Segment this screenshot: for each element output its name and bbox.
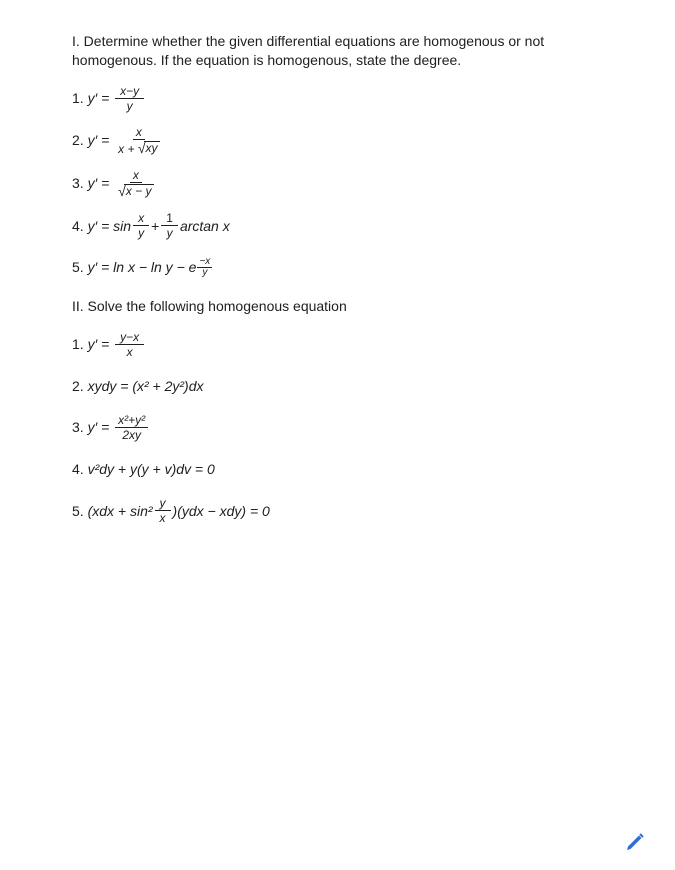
f1-num: x: [133, 212, 149, 226]
pencil-icon[interactable]: [619, 824, 653, 858]
numerator: x: [133, 126, 145, 140]
denominator: x + √xy: [115, 140, 162, 155]
mid: +: [151, 213, 159, 240]
problem-II-3: 3. y′ = x²+y² 2xy: [72, 413, 603, 441]
eq-text: v²dy + y(y + v)dv = 0: [88, 456, 215, 483]
eq-text: xydy = (x² + 2y²)dx: [88, 373, 204, 400]
suffix: arctan x: [180, 213, 230, 240]
eq-prefix: y′ = sin: [88, 213, 131, 240]
denominator: x: [122, 345, 138, 358]
exp-den: y: [200, 268, 209, 278]
eq-prefix: y′ =: [88, 414, 110, 441]
after: )(ydx − xdy) = 0: [173, 498, 270, 525]
section-1-instructions: I. Determine whether the given different…: [72, 32, 603, 70]
problem-I-4: 4. y′ = sin x y + 1 y arctan x: [72, 212, 603, 240]
denominator: y: [122, 99, 138, 112]
label: 4.: [72, 456, 84, 483]
eq-prefix: y′ =: [88, 85, 110, 112]
exponent: −x y: [197, 257, 212, 278]
problem-II-4: 4. v²dy + y(y + v)dv = 0: [72, 455, 603, 483]
f2-num: 1: [161, 212, 178, 226]
label: 3.: [72, 414, 84, 441]
numerator: x: [130, 169, 142, 183]
problem-II-2: 2. xydy = (x² + 2y²)dx: [72, 372, 603, 400]
den-before: x +: [118, 142, 138, 156]
f-num: y: [155, 497, 171, 511]
label: 5.: [72, 498, 84, 525]
label: 4.: [72, 213, 84, 240]
eq-prefix: y′ =: [88, 170, 110, 197]
section-2-instructions: II. Solve the following homogenous equat…: [72, 297, 603, 316]
label: 2.: [72, 373, 84, 400]
f1-den: y: [133, 226, 149, 239]
radicand: xy: [144, 141, 160, 155]
problem-I-2: 2. y′ = x x + √xy: [72, 126, 603, 155]
f2-den: y: [162, 226, 178, 239]
problem-I-1: 1. y′ = x−y y: [72, 84, 603, 112]
before: (xdx + sin²: [88, 498, 153, 525]
radicand: x − y: [124, 184, 154, 198]
label: 2.: [72, 127, 84, 154]
denominator: 2xy: [119, 428, 144, 441]
numerator: x−y: [115, 85, 144, 99]
eq-prefix: y′ = ln x − ln y − e: [88, 254, 197, 281]
numerator: x²+y²: [115, 414, 148, 428]
problem-II-5: 5. (xdx + sin² y x )(ydx − xdy) = 0: [72, 497, 603, 525]
eq-prefix: y′ =: [88, 331, 110, 358]
problem-I-3: 3. y′ = x √x − y: [72, 169, 603, 198]
label: 3.: [72, 170, 84, 197]
numerator: y−x: [115, 331, 144, 345]
label: 1.: [72, 331, 84, 358]
label: 1.: [72, 85, 84, 112]
denominator: √x − y: [115, 183, 156, 198]
problem-I-5: 5. y′ = ln x − ln y − e −x y: [72, 253, 603, 281]
f-den: x: [155, 511, 171, 524]
label: 5.: [72, 254, 84, 281]
problem-II-1: 1. y′ = y−x x: [72, 330, 603, 358]
eq-prefix: y′ =: [88, 127, 110, 154]
